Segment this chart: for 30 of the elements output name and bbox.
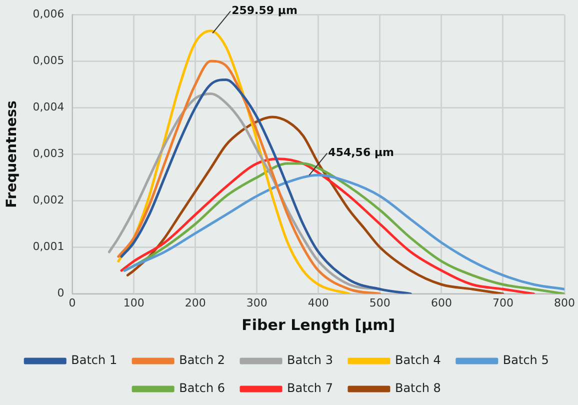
x-tick-label: 600 xyxy=(430,296,452,310)
x-tick-label: 200 xyxy=(184,296,206,310)
x-tick-label: 400 xyxy=(308,296,329,310)
line-series xyxy=(120,78,412,294)
legend-label: Batch 5 xyxy=(502,353,549,368)
line-series xyxy=(126,116,504,294)
x-tick-label: 0 xyxy=(68,296,76,310)
legend-label: Batch 8 xyxy=(394,381,441,396)
x-tick-label: 700 xyxy=(492,296,514,310)
x-tick-label: 800 xyxy=(554,296,575,310)
y-tick-label: 0,004 xyxy=(32,100,64,114)
x-tick-label: 500 xyxy=(369,296,390,310)
legend-label: Batch 3 xyxy=(287,353,333,368)
y-tick-label: 0,002 xyxy=(32,194,64,207)
x-axis-title: Fiber Length [µm] xyxy=(242,316,396,334)
legend-label: Batch 7 xyxy=(287,381,333,396)
y-axis-title: Frequentness xyxy=(4,100,20,208)
legend-label: Batch 4 xyxy=(394,353,441,368)
y-tick-label: 0,001 xyxy=(32,240,64,254)
x-tick-label: 300 xyxy=(246,296,268,310)
annotation: 454,56 µm xyxy=(328,146,394,159)
legend-label: Batch 6 xyxy=(179,381,226,396)
y-tick-label: 0,005 xyxy=(32,54,64,67)
y-tick-label: 0,006 xyxy=(32,7,64,20)
legend-label: Batch 1 xyxy=(71,353,118,368)
y-tick-label: 0 xyxy=(57,286,64,300)
annotation: 259.59 µm xyxy=(232,4,298,18)
legend-label: Batch 2 xyxy=(179,353,226,368)
x-tick-label: 100 xyxy=(123,296,144,310)
y-tick-label: 0,003 xyxy=(32,147,64,160)
